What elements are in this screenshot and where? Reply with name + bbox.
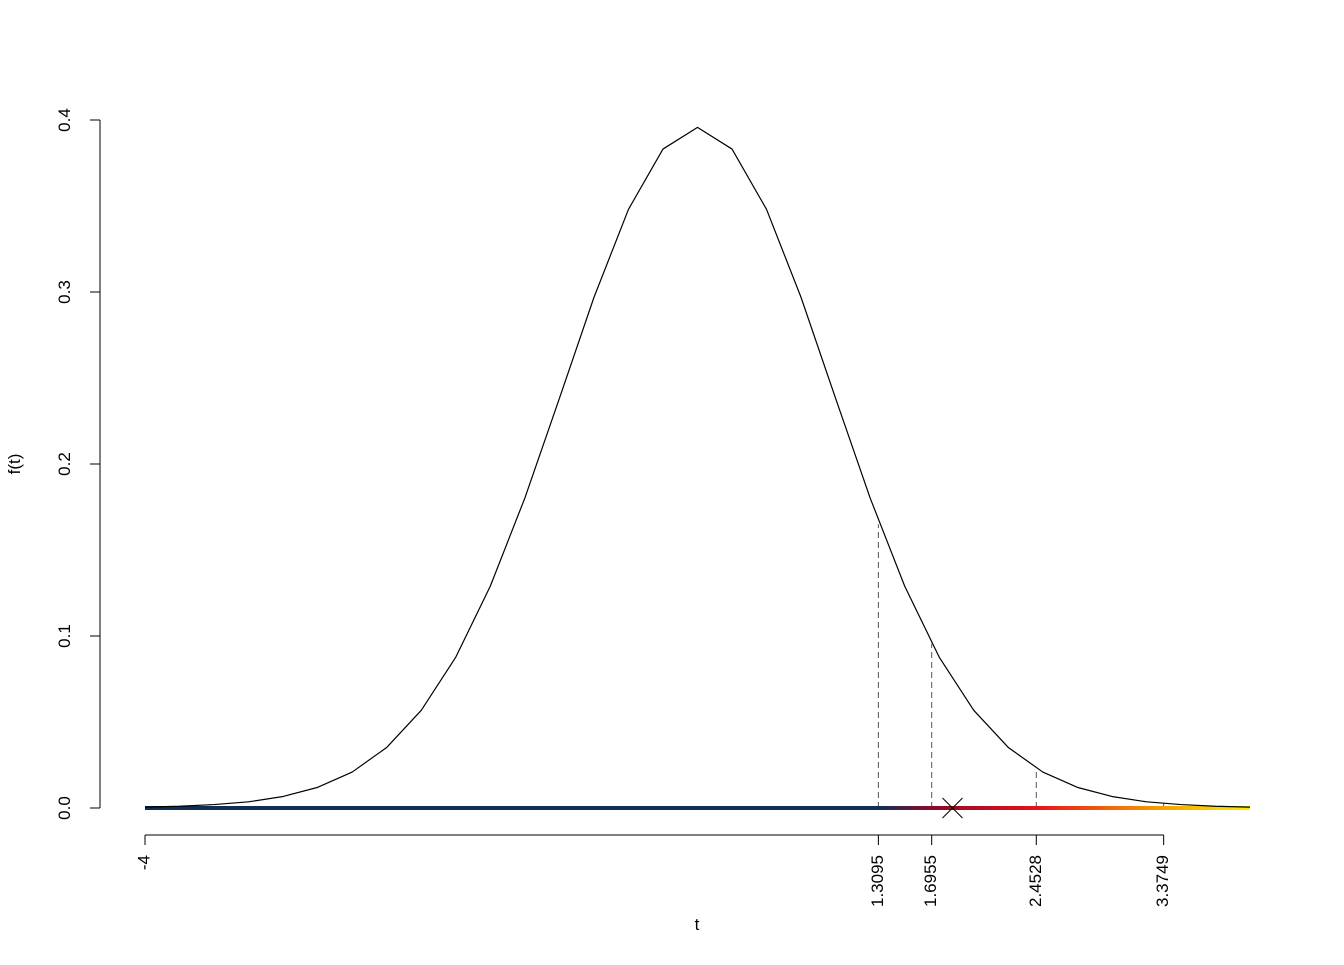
y-tick-label: 0.2: [55, 452, 74, 476]
y-tick-label: 0.4: [55, 108, 74, 132]
y-tick-label: 0.0: [55, 796, 74, 820]
y-tick-label: 0.1: [55, 624, 74, 648]
x-tick-label: 1.3095: [868, 855, 887, 907]
x-axis-label: t: [695, 915, 700, 934]
observed-marker: [942, 797, 963, 819]
y-axis-label: f(t): [5, 454, 24, 475]
x-tick-label: -4: [134, 855, 153, 870]
color-bar: [145, 806, 1250, 810]
density-curve: [144, 126, 1251, 808]
x-tick-label: 2.4528: [1026, 855, 1045, 907]
marker-stroke: [942, 797, 963, 819]
x-tick-label: 1.6955: [921, 855, 940, 907]
x-tick-label: 3.3749: [1153, 855, 1172, 907]
y-tick-label: 0.3: [55, 280, 74, 304]
